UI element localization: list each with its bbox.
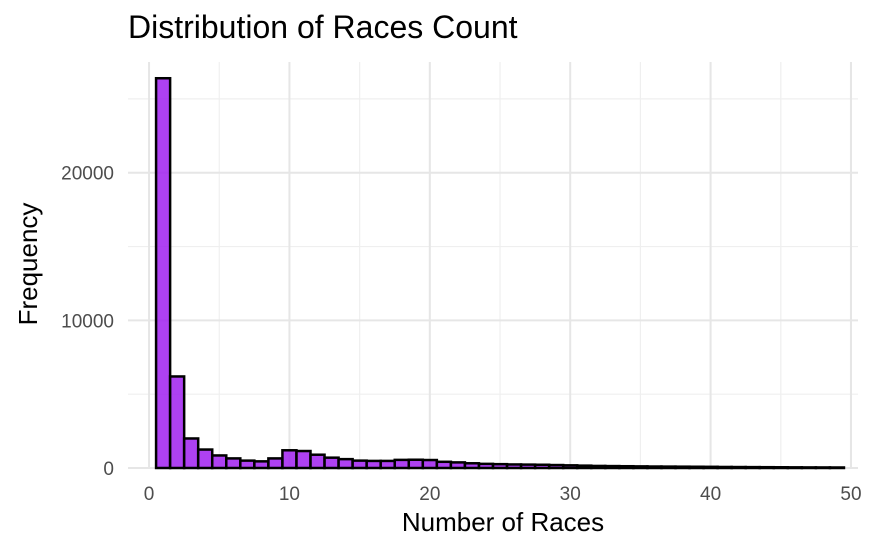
histogram-bar	[604, 464, 621, 470]
histogram-bar	[660, 465, 677, 470]
histogram-bar	[477, 462, 495, 470]
y-tick-label: 20000	[61, 164, 114, 185]
x-tick-label: 0	[144, 484, 155, 505]
x-tick-label: 30	[560, 484, 581, 505]
x-tick-label: 50	[840, 484, 861, 505]
histogram-bar	[295, 449, 312, 470]
histogram-bar	[646, 465, 663, 470]
x-tick-label: 20	[419, 484, 440, 505]
x-tick-label: 40	[700, 484, 721, 505]
y-tick-label: 10000	[61, 311, 114, 332]
histogram-bar	[618, 464, 635, 470]
histogram-bar	[730, 465, 747, 470]
histogram-bar	[519, 463, 537, 470]
histogram-bars	[154, 76, 846, 470]
histogram-bar	[800, 466, 818, 470]
grid-lines	[128, 62, 858, 469]
histogram-bar	[182, 437, 200, 470]
histogram-bar	[491, 462, 509, 470]
histogram-bar	[435, 460, 453, 470]
histogram-bar	[239, 459, 256, 470]
histogram-bar	[533, 463, 551, 470]
x-tick-label: 10	[279, 484, 300, 505]
x-axis-ticks: 0 10 20 30 40 50	[144, 484, 862, 505]
histogram-bar	[505, 463, 523, 470]
histogram-bar	[744, 465, 761, 470]
histogram-bar	[632, 465, 649, 470]
histogram-bar	[309, 453, 326, 470]
y-axis-ticks: 0 10000 20000	[61, 164, 114, 480]
histogram-bar	[267, 457, 284, 470]
histogram-bar	[351, 459, 368, 470]
y-tick-label: 0	[103, 459, 114, 480]
histogram-bar	[225, 457, 242, 470]
histogram-bar	[575, 464, 593, 470]
histogram-bar	[702, 465, 719, 470]
histogram-bar	[716, 465, 733, 470]
histogram-bar	[786, 466, 804, 470]
chart-title: Distribution of Races Count	[128, 9, 518, 45]
histogram-bar	[365, 459, 382, 470]
x-axis-title: Number of Races	[402, 507, 604, 537]
histogram-bar	[196, 448, 214, 470]
histogram-bar	[168, 375, 186, 470]
histogram-bar	[561, 464, 579, 470]
histogram-bar	[674, 465, 691, 470]
histogram-bar	[337, 457, 354, 470]
histogram-bar	[688, 465, 705, 470]
histogram-bar	[758, 465, 776, 470]
histogram-bar	[323, 456, 340, 470]
histogram-bar	[393, 458, 411, 470]
y-axis-title: Frequency	[13, 203, 43, 326]
histogram-bar	[379, 459, 396, 470]
histogram-bar	[407, 458, 425, 470]
histogram-bar	[253, 460, 270, 470]
histogram-bar	[421, 458, 439, 470]
histogram-bar	[814, 466, 832, 470]
histogram-bar	[828, 466, 846, 470]
histogram-bar	[154, 76, 172, 470]
histogram-bar	[449, 461, 467, 470]
histogram-bar	[281, 449, 298, 470]
histogram-bar	[463, 462, 481, 470]
histogram-bar	[590, 464, 607, 470]
histogram-bar	[772, 466, 790, 470]
histogram-bar	[547, 463, 565, 470]
histogram-bar	[210, 454, 228, 470]
